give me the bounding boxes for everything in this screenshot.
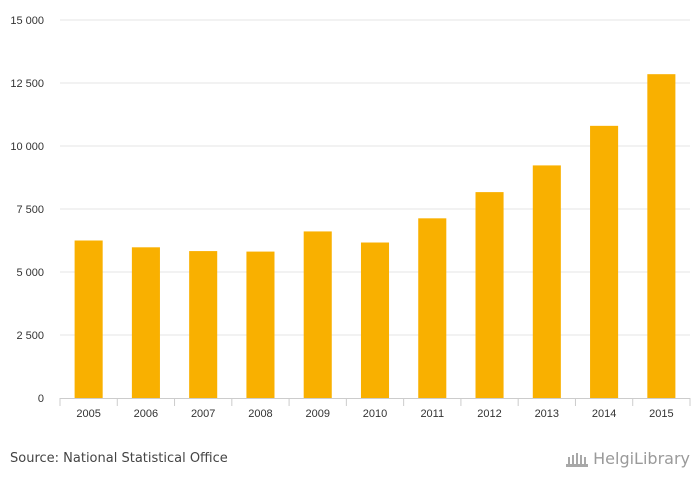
x-tick-label: 2006 xyxy=(134,408,158,420)
bar-2005 xyxy=(74,240,103,398)
x-tick-label: 2014 xyxy=(592,408,616,420)
x-tick-label: 2013 xyxy=(535,408,559,420)
bar-2010 xyxy=(360,242,390,398)
brand-name: HelgiLibrary xyxy=(593,449,690,468)
source-note: Source: National Statistical Office xyxy=(10,451,228,466)
bar-2012 xyxy=(475,192,504,398)
bar-2008 xyxy=(246,251,275,398)
x-tick-label: 2012 xyxy=(477,408,501,420)
brand-logo[interactable]: HelgiLibrary xyxy=(565,449,690,468)
x-tick-label: 2011 xyxy=(420,408,444,420)
bar-2015 xyxy=(647,74,676,399)
bar-2009 xyxy=(303,231,332,398)
y-tick-label: 5 000 xyxy=(16,267,44,279)
x-tick-label: 2007 xyxy=(191,408,215,420)
library-building-icon xyxy=(566,452,589,467)
bar-2014 xyxy=(590,125,619,398)
y-tick-label: 12 500 xyxy=(10,78,44,90)
y-tick-label: 10 000 xyxy=(10,141,44,153)
x-tick-label: 2005 xyxy=(76,408,100,420)
x-tick-label: 2008 xyxy=(248,408,272,420)
y-tick-label: 7 500 xyxy=(16,204,44,216)
bar-2013 xyxy=(532,165,561,398)
bar-2006 xyxy=(131,247,160,398)
y-tick-label: 0 xyxy=(38,393,44,405)
x-axis-tick-labels: 2005 2006 2007 2008 2009 2010 2011 2012 2013 2014… xyxy=(76,408,673,420)
x-tick-label: 2010 xyxy=(363,408,387,420)
y-tick-label: 2 500 xyxy=(16,330,44,342)
bar-2007 xyxy=(189,251,218,398)
bar-2011 xyxy=(418,218,447,398)
y-axis-tick-labels: 0 2 500 5 000 7 500 10 000 12 500 15 000 xyxy=(10,15,44,405)
bars xyxy=(74,74,676,399)
y-tick-label: 15 000 xyxy=(10,15,44,27)
x-axis xyxy=(59,398,691,406)
gridlines xyxy=(60,19,690,336)
x-tick-label: 2009 xyxy=(305,408,329,420)
x-tick-label: 2015 xyxy=(649,408,673,420)
